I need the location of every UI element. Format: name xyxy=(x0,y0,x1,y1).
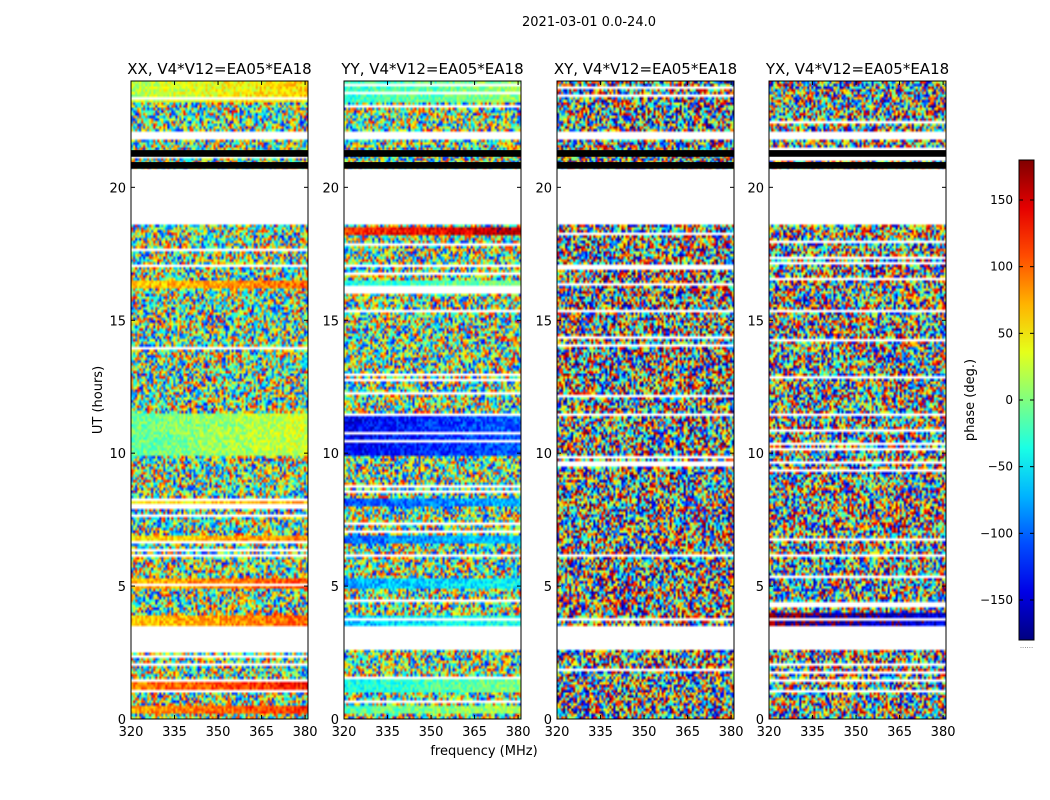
colorbar-tick-label: 100 xyxy=(990,260,1013,274)
colorbar-tick-label: −100 xyxy=(980,526,1013,540)
x-tick-label: 350 xyxy=(206,725,231,740)
flagged-band xyxy=(131,150,308,157)
y-tick-label: 10 xyxy=(109,447,126,462)
x-tick-label: 320 xyxy=(757,725,782,740)
figure-suptitle: 2021-03-01 0.0-24.0 xyxy=(522,15,656,30)
panel-frame xyxy=(556,80,735,720)
x-tick-label: 350 xyxy=(419,725,444,740)
x-tick-label: 365 xyxy=(675,725,700,740)
heatmap-image xyxy=(344,81,521,719)
x-tick-label: 350 xyxy=(844,725,869,740)
y-axis-label: UT (hours) xyxy=(91,366,106,434)
x-tick-label: 365 xyxy=(462,725,487,740)
y-tick-label: 10 xyxy=(535,447,552,462)
panel-1: XX, V4*V12=EA05*EA18 320 335 350 365 380 0 5 10 1… xyxy=(109,60,317,740)
y-tick-label: 5 xyxy=(118,580,126,595)
y-tick-label: 0 xyxy=(756,713,764,728)
y-tick-label: 15 xyxy=(535,314,552,329)
colorbar-tick-label: 0 xyxy=(1005,393,1013,407)
x-tick-label: 380 xyxy=(293,725,318,740)
panel-frame xyxy=(768,80,947,720)
colorbar-tick-label: −150 xyxy=(980,593,1013,607)
x-tick-label: 335 xyxy=(162,725,187,740)
x-tick-label: 335 xyxy=(375,725,400,740)
x-tick-label: 365 xyxy=(249,725,274,740)
x-tick-label: 320 xyxy=(545,725,570,740)
y-tick-label: 20 xyxy=(109,181,126,196)
colorbar-label: phase (deg.) xyxy=(963,359,978,441)
x-tick-label: 320 xyxy=(332,725,357,740)
heatmap-image xyxy=(769,81,946,719)
y-tick-label: 20 xyxy=(747,181,764,196)
panel-frame xyxy=(130,80,309,720)
panel-title: YX, V4*V12=EA05*EA18 xyxy=(765,60,949,78)
flagged-band xyxy=(557,150,734,157)
heatmap-image xyxy=(131,81,308,719)
colorbar-tick-label: 150 xyxy=(990,193,1013,207)
flagged-band xyxy=(344,150,521,157)
y-tick-label: 15 xyxy=(747,314,764,329)
y-tick-label: 15 xyxy=(109,314,126,329)
y-tick-label: 0 xyxy=(331,713,339,728)
x-tick-label: 350 xyxy=(632,725,657,740)
x-tick-label: 335 xyxy=(800,725,825,740)
y-tick-label: 15 xyxy=(322,314,339,329)
panel-2: YY, V4*V12=EA05*EA18 320 335 350 365 380 0 5 10 1… xyxy=(322,60,530,740)
heatmap-image xyxy=(557,81,734,719)
x-tick-label: 320 xyxy=(119,725,144,740)
colorbar: 150 100 50 0 −50 −100 −150 phase (deg.)...... xyxy=(963,159,1035,650)
panel-frame xyxy=(343,80,522,720)
panel-4: YX, V4*V12=EA05*EA18 320 335 350 365 380 0 5 10 1… xyxy=(747,60,955,740)
panel-title: YY, V4*V12=EA05*EA18 xyxy=(340,60,523,78)
flagged-band xyxy=(344,162,521,169)
x-axis-label: frequency (MHz) xyxy=(430,744,537,759)
panel-3: XY, V4*V12=EA05*EA18 320 335 350 365 380 0 5 10 1… xyxy=(535,60,743,740)
y-tick-label: 5 xyxy=(544,580,552,595)
x-tick-label: 335 xyxy=(588,725,613,740)
y-tick-label: 20 xyxy=(322,181,339,196)
colorbar-tick-label: −50 xyxy=(988,460,1013,474)
y-tick-label: 20 xyxy=(535,181,552,196)
colorbar-footer: ...... xyxy=(1020,642,1033,650)
y-tick-label: 5 xyxy=(331,580,339,595)
panel-title: XX, V4*V12=EA05*EA18 xyxy=(127,60,311,78)
y-tick-label: 0 xyxy=(544,713,552,728)
colorbar-tick-label: 50 xyxy=(998,326,1013,340)
flagged-band xyxy=(769,162,946,169)
x-tick-label: 365 xyxy=(887,725,912,740)
y-tick-label: 5 xyxy=(756,580,764,595)
panel-title: XY, V4*V12=EA05*EA18 xyxy=(554,60,737,78)
y-tick-label: 0 xyxy=(118,713,126,728)
y-tick-label: 10 xyxy=(322,447,339,462)
flagged-band xyxy=(131,162,308,169)
flagged-band xyxy=(557,162,734,169)
x-tick-label: 380 xyxy=(506,725,531,740)
flagged-band xyxy=(769,150,946,157)
y-tick-label: 10 xyxy=(747,447,764,462)
x-tick-label: 380 xyxy=(931,725,956,740)
panel-grid: XX, V4*V12=EA05*EA18 320 335 350 365 380 0 5 10 1… xyxy=(109,60,955,740)
x-tick-label: 380 xyxy=(719,725,744,740)
